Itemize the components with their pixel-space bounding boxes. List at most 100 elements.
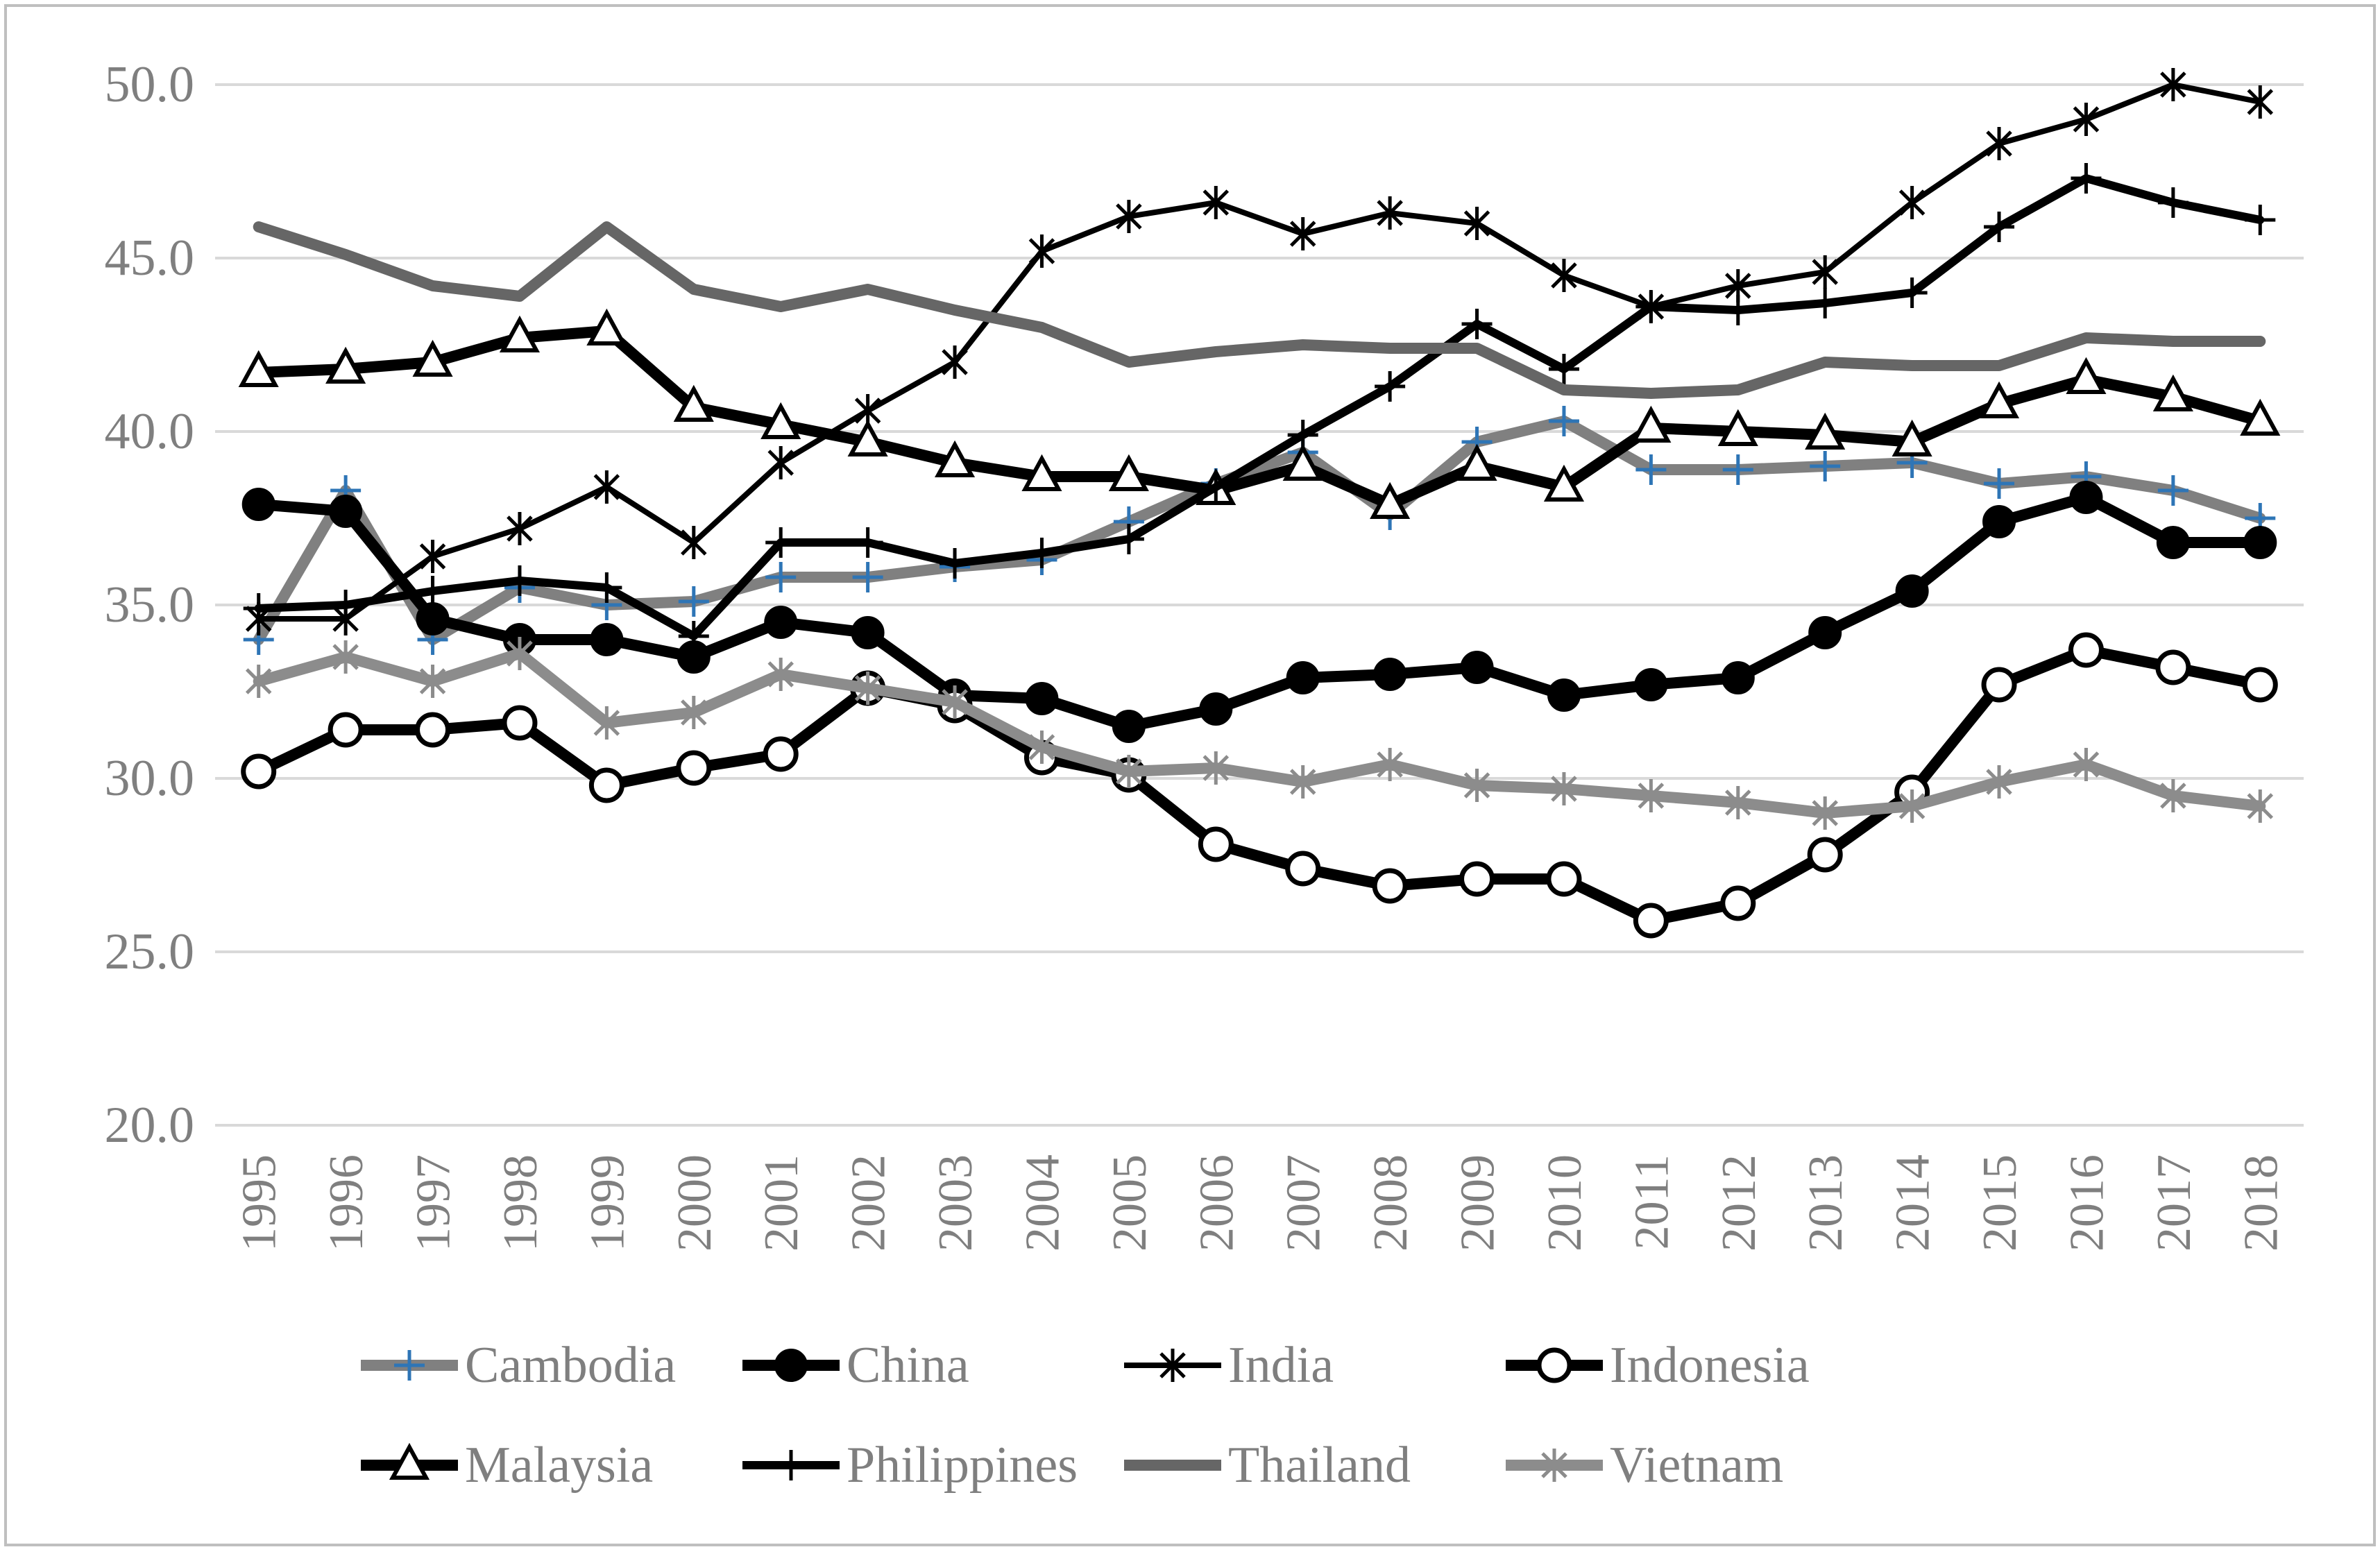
china-point (1895, 574, 1929, 608)
china-point (1025, 682, 1059, 715)
indonesia-point (328, 712, 364, 748)
x-tick-label: 2010 (1538, 1154, 1592, 1252)
x-tick-label: 2006 (1190, 1154, 1243, 1252)
indonesia-point (1459, 861, 1495, 897)
malaysia-point (2240, 398, 2281, 436)
cambodia-point (765, 562, 797, 592)
legend-item-cambodia: Cambodia (361, 1337, 676, 1394)
vietnam-point (593, 706, 620, 740)
legend-label: Indonesia (1610, 1337, 1810, 1394)
indonesia-point (1981, 667, 2017, 703)
legend-label: Vietnam (1610, 1437, 1783, 1494)
x-tick-label: 2007 (1277, 1154, 1331, 1252)
india-point (593, 470, 620, 504)
vietnam-point (1812, 796, 1838, 830)
malaysia-point (1108, 454, 1149, 491)
philippines-point (1375, 371, 1406, 402)
vietnam-point (1116, 755, 1142, 788)
philippines-point (765, 527, 797, 558)
x-tick-label: 2013 (1799, 1154, 1853, 1252)
philippines-point (1200, 472, 1232, 502)
x-tick-label: 2011 (1625, 1154, 1678, 1249)
legend-label: China (847, 1337, 969, 1394)
india-point (2160, 68, 2186, 101)
cambodia-line (253, 416, 2266, 645)
vietnam-point (681, 696, 707, 729)
china-point (1373, 658, 1407, 691)
india-point (767, 446, 794, 479)
malaysia-point (847, 419, 888, 456)
malaysia-point (238, 350, 279, 387)
vietnam-line (253, 648, 2266, 819)
china-point (2069, 481, 2103, 514)
thailand-line (253, 221, 2266, 399)
legend-label: Malaysia (465, 1437, 653, 1494)
china-point (1286, 661, 1320, 694)
vietnam-point (419, 665, 446, 698)
cambodia-point (1722, 454, 1753, 485)
vietnam-point (1638, 779, 1665, 812)
philippines-point (2157, 187, 2188, 218)
china-point (1808, 616, 1842, 649)
indonesia-point (2242, 667, 2278, 703)
vietnam-point (1377, 748, 1403, 781)
philippines-point (504, 565, 535, 596)
series-thailand (253, 221, 2266, 399)
malaysia-point (1456, 443, 1497, 481)
india-point (507, 512, 533, 545)
x-tick-label: 2008 (1364, 1154, 1418, 1252)
vietnam-point (2160, 779, 2186, 812)
india-point (1986, 127, 2012, 160)
vietnam-point (2073, 748, 2100, 781)
malaysia-point (673, 384, 714, 422)
philippines-point (591, 572, 622, 603)
philippines-point (2245, 205, 2276, 235)
vietnam-point (942, 685, 968, 719)
x-tick-label: 2003 (929, 1154, 983, 1252)
china-point (764, 606, 798, 639)
x-tick-label: 1999 (581, 1154, 634, 1252)
legend-item-thailand: Thailand (1124, 1437, 1411, 1494)
legend-label: India (1228, 1337, 1334, 1394)
malaysia-point (1543, 464, 1585, 502)
legend-marker (1536, 1347, 1572, 1383)
x-axis-ticks: 1995 1996 1997 1998 1999 2000 2001 2002 2003 2004… (233, 1154, 2288, 1252)
vietnam-point (507, 637, 533, 670)
y-tick-label: 25.0 (105, 923, 195, 980)
philippines-point (243, 593, 274, 624)
india-point (419, 540, 446, 573)
vietnam-point (332, 640, 359, 674)
china-point (1982, 505, 2016, 538)
philippines-point (1287, 420, 1318, 450)
x-tick-label: 2000 (668, 1154, 722, 1252)
philippines-point (678, 621, 709, 651)
india-point (1116, 200, 1142, 233)
x-tick-label: 2016 (2060, 1154, 2114, 1252)
vietnam-point (1551, 772, 1577, 805)
malaysia-point (2066, 357, 2107, 394)
indonesia-point (502, 705, 538, 741)
malaysia-point (1717, 409, 1758, 446)
india-point (1463, 207, 1490, 240)
philippines-point (2071, 163, 2102, 194)
indonesia-point (415, 712, 451, 748)
india-point (942, 345, 968, 379)
vietnam-point (1986, 765, 2012, 799)
y-tick-label: 50.0 (105, 56, 195, 113)
indonesia-point (676, 750, 712, 786)
philippines-point (852, 527, 883, 558)
china-point (590, 623, 624, 656)
china-point (1199, 692, 1233, 726)
legend-marker (774, 1349, 808, 1382)
x-tick-label: 2009 (1452, 1154, 1505, 1252)
indonesia-point (2155, 649, 2191, 685)
x-tick-label: 2018 (2234, 1154, 2288, 1252)
x-tick-label: 2015 (1973, 1154, 2027, 1252)
vietnam-point (767, 658, 794, 691)
y-tick-label: 40.0 (105, 403, 195, 460)
philippines-point (1984, 212, 2015, 242)
legend-label: Cambodia (465, 1337, 676, 1394)
china-point (1721, 661, 1755, 694)
